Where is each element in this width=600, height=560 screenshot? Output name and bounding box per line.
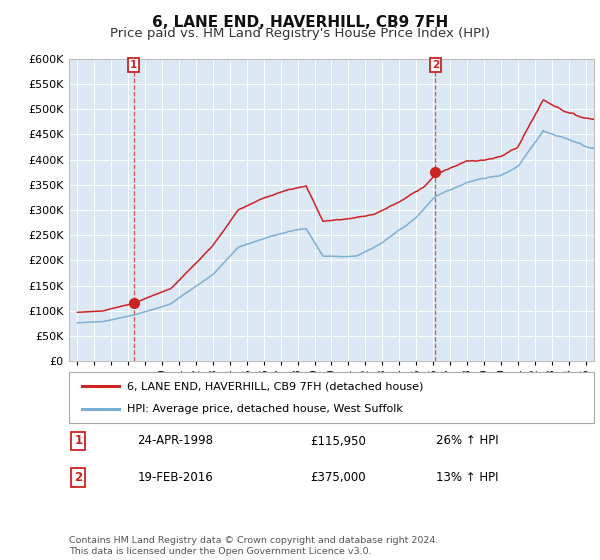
Text: Price paid vs. HM Land Registry's House Price Index (HPI): Price paid vs. HM Land Registry's House … [110,27,490,40]
Text: 2: 2 [74,471,83,484]
Text: £115,950: £115,950 [311,435,367,447]
Text: 1: 1 [130,60,137,70]
Text: £375,000: £375,000 [311,471,366,484]
Text: 13% ↑ HPI: 13% ↑ HPI [437,471,499,484]
Text: 1: 1 [74,435,83,447]
Text: 6, LANE END, HAVERHILL, CB9 7FH: 6, LANE END, HAVERHILL, CB9 7FH [152,15,448,30]
Text: 2: 2 [431,60,439,70]
Text: 26% ↑ HPI: 26% ↑ HPI [437,435,499,447]
Text: 19-FEB-2016: 19-FEB-2016 [137,471,213,484]
Text: 24-APR-1998: 24-APR-1998 [137,435,213,447]
Text: HPI: Average price, detached house, West Suffolk: HPI: Average price, detached house, West… [127,404,403,414]
Text: Contains HM Land Registry data © Crown copyright and database right 2024.
This d: Contains HM Land Registry data © Crown c… [69,536,439,556]
Text: 6, LANE END, HAVERHILL, CB9 7FH (detached house): 6, LANE END, HAVERHILL, CB9 7FH (detache… [127,381,423,391]
